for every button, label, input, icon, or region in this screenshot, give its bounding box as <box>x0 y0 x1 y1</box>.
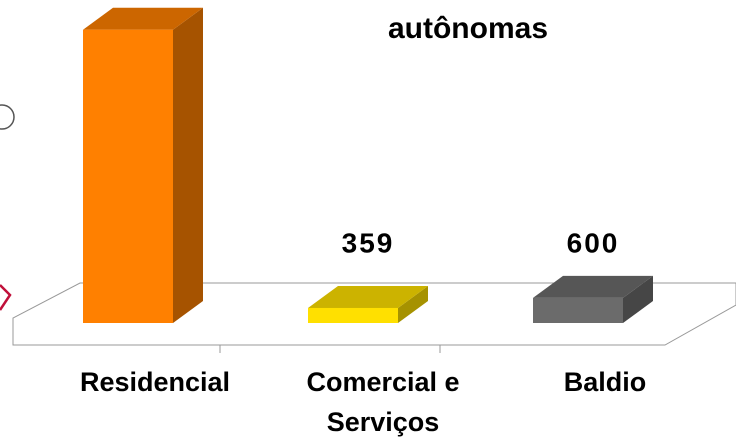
bar-side <box>623 275 653 323</box>
map-shape <box>0 284 12 311</box>
bar-top <box>83 7 203 30</box>
bar <box>533 297 623 323</box>
bar <box>308 307 398 323</box>
value-label: 600 <box>567 227 620 258</box>
chart-title: autônomas <box>387 12 549 45</box>
bar-top <box>308 285 428 308</box>
bar-top <box>533 275 653 298</box>
bar <box>83 29 173 323</box>
x-tick-label: Baldio <box>563 367 647 397</box>
bar-side <box>173 7 203 323</box>
x-tick-label: Residencial <box>79 367 231 397</box>
value-label: 359 <box>342 227 395 258</box>
compass <box>0 104 15 130</box>
x-tick-label: Comercial e Serviços <box>306 367 460 437</box>
bar-side <box>398 285 428 323</box>
